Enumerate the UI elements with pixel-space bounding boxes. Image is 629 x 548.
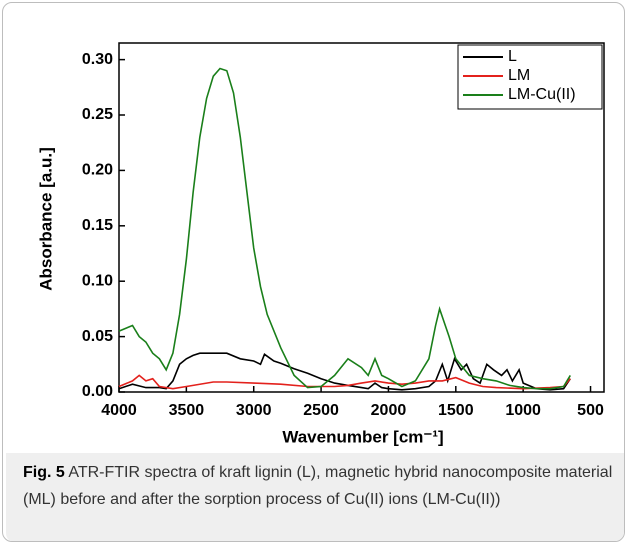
y-tick-label: 0.00 xyxy=(82,383,113,400)
y-tick-label: 0.15 xyxy=(82,217,113,234)
plot-frame xyxy=(118,42,605,393)
x-tick-label: 500 xyxy=(577,402,604,419)
x-tick-label: 3500 xyxy=(169,402,205,419)
series-line xyxy=(118,67,571,390)
x-tick-label: 1500 xyxy=(438,402,474,419)
legend-label: LM-Cu(II) xyxy=(508,86,576,103)
x-tick-label: 2000 xyxy=(371,402,407,419)
caption-label: Fig. 5 xyxy=(23,464,65,481)
series-line xyxy=(118,374,571,390)
y-tick-label: 0.25 xyxy=(82,106,113,123)
caption-text: ATR-FTIR spectra of kraft lignin (L), ma… xyxy=(23,464,613,508)
x-axis-title: Wavenumber [cm⁻¹] xyxy=(282,427,443,446)
chart: Absorbance [a.u.] Wavenumber [cm⁻¹] 0.00… xyxy=(36,42,605,446)
caption: Fig. 5 ATR-FTIR spectra of kraft lignin … xyxy=(6,453,624,541)
y-tick-label: 0.05 xyxy=(82,328,113,345)
x-tick-label: 4000 xyxy=(101,402,137,419)
y-tick-label: 0.10 xyxy=(82,272,113,289)
figure: Absorbance [a.u.] Wavenumber [cm⁻¹] 0.00… xyxy=(2,2,625,542)
legend-label: LM xyxy=(508,67,530,84)
y-axis-title: Absorbance [a.u.] xyxy=(36,147,55,291)
x-tick-label: 1000 xyxy=(505,402,541,419)
series-line xyxy=(118,352,571,391)
x-tick-label: 2500 xyxy=(303,402,339,419)
legend-label: L xyxy=(508,48,517,65)
x-tick-label: 3000 xyxy=(236,402,272,419)
y-tick-label: 0.20 xyxy=(82,162,113,179)
y-tick-label: 0.30 xyxy=(82,51,113,68)
